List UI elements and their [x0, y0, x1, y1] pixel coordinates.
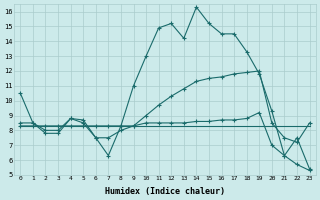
X-axis label: Humidex (Indice chaleur): Humidex (Indice chaleur): [105, 187, 225, 196]
